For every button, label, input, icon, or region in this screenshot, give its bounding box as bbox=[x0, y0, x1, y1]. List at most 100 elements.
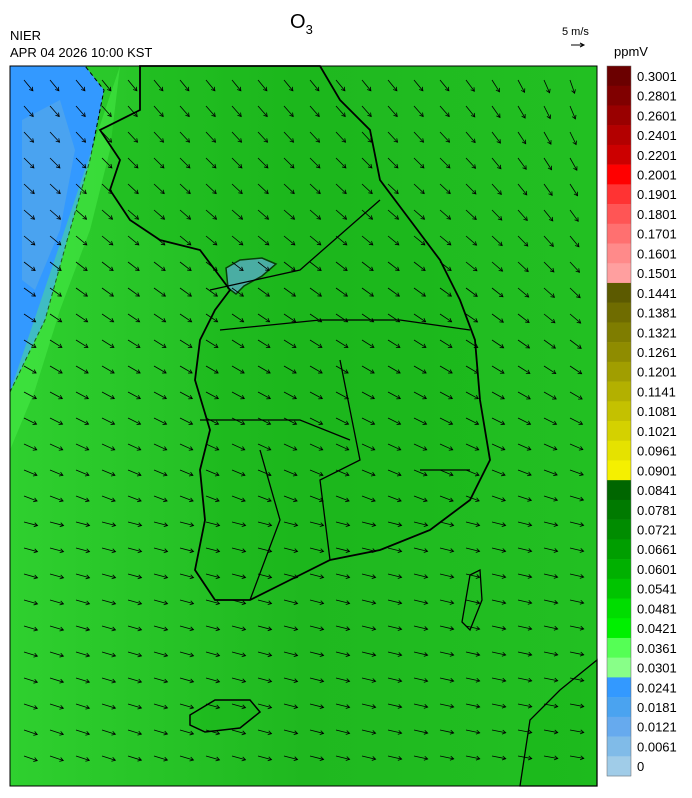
wind-arrow bbox=[257, 287, 270, 297]
wind-arrow-head bbox=[575, 242, 580, 248]
wind-arrow bbox=[23, 313, 36, 323]
wind-arrow-head bbox=[84, 446, 90, 451]
wind-arrow-head bbox=[186, 189, 191, 195]
wind-arrow bbox=[23, 261, 36, 271]
wind-arrow bbox=[465, 209, 477, 220]
wind-arrow-head bbox=[187, 266, 192, 272]
wind-arrow bbox=[361, 521, 376, 526]
wind-arrow-head bbox=[474, 471, 480, 477]
wind-arrow bbox=[309, 521, 324, 526]
wind-arrow bbox=[309, 157, 321, 169]
wind-arrow-head bbox=[550, 318, 556, 324]
wind-arrow-head bbox=[343, 266, 348, 272]
wind-arrow-head bbox=[162, 420, 168, 425]
wind-arrow-head bbox=[547, 165, 552, 171]
wind-arrow bbox=[49, 209, 61, 220]
wind-arrow-head bbox=[241, 626, 247, 632]
wind-arrow bbox=[75, 755, 90, 761]
wind-arrow bbox=[75, 625, 90, 631]
wind-arrow-head bbox=[266, 471, 272, 477]
wind-arrow-head bbox=[215, 652, 221, 658]
wind-arrow-head bbox=[501, 574, 507, 579]
wind-arrow-head bbox=[525, 344, 531, 349]
legend-swatch bbox=[607, 539, 631, 560]
legend-swatch bbox=[607, 519, 631, 540]
wind-arrow-head bbox=[83, 292, 89, 297]
wind-arrow bbox=[257, 677, 272, 682]
wind-arrow-head bbox=[240, 446, 246, 451]
wind-arrow-head bbox=[553, 522, 559, 527]
wind-arrow-head bbox=[396, 420, 402, 425]
western-blue-inner bbox=[22, 100, 75, 290]
wind-arrow bbox=[179, 79, 190, 92]
legend-swatch bbox=[607, 499, 631, 520]
wind-arrow bbox=[387, 625, 402, 630]
wind-arrow bbox=[335, 365, 349, 374]
wind-arrow bbox=[517, 469, 532, 476]
wind-arrow bbox=[491, 573, 506, 578]
wind-arrow bbox=[309, 79, 320, 92]
wind-arrow-head bbox=[293, 548, 299, 554]
wind-arrow bbox=[387, 79, 398, 92]
wind-arrow-head bbox=[524, 293, 530, 298]
wind-arrow bbox=[283, 339, 297, 348]
wind-arrow-head bbox=[397, 497, 402, 503]
legend: 0.3001 0.2801 0.2601 0.2401 0.2201 0.2001 0.19… bbox=[606, 65, 677, 777]
wind-arrow-head bbox=[473, 318, 479, 323]
wind-arrow-head bbox=[521, 114, 526, 119]
wind-arrow bbox=[413, 105, 424, 117]
wind-arrow-head bbox=[163, 548, 169, 554]
wind-arrow-head bbox=[396, 446, 402, 451]
wind-arrow-head bbox=[397, 574, 403, 579]
wind-arrow bbox=[491, 443, 505, 451]
wind-arrow-head bbox=[59, 705, 65, 710]
wind-arrow-head bbox=[395, 292, 401, 297]
wind-arrow-head bbox=[293, 704, 299, 710]
wind-arrow-head bbox=[527, 729, 533, 735]
wind-arrow-head bbox=[162, 446, 168, 451]
wind-arrow-head bbox=[134, 189, 139, 195]
wind-arrow bbox=[361, 235, 374, 246]
wind-arrow-head bbox=[111, 522, 117, 528]
wind-arrow-head bbox=[184, 86, 190, 92]
wind-arrow bbox=[127, 625, 142, 631]
wind-arrow-head bbox=[316, 189, 321, 195]
wind-arrow-head bbox=[263, 112, 268, 118]
wind-arrow-head bbox=[264, 240, 270, 246]
legend-swatch bbox=[607, 204, 631, 225]
wind-arrow bbox=[257, 157, 269, 169]
wind-arrow-head bbox=[212, 240, 218, 246]
wind-arrow bbox=[491, 625, 506, 630]
wind-arrow bbox=[491, 599, 506, 604]
legend-swatch bbox=[607, 342, 631, 363]
wind-arrow-head bbox=[185, 112, 190, 118]
wind-arrow bbox=[335, 287, 348, 297]
wind-arrow bbox=[257, 79, 268, 92]
legend-swatch bbox=[607, 598, 631, 619]
wind-arrow bbox=[413, 79, 424, 92]
wind-arrow-head bbox=[317, 343, 323, 348]
wind-arrow bbox=[205, 547, 220, 552]
wind-arrow bbox=[465, 261, 478, 272]
wind-arrow-head bbox=[449, 678, 455, 683]
wind-arrow-head bbox=[553, 651, 559, 657]
legend-swatch bbox=[607, 716, 631, 737]
wind-arrow-head bbox=[371, 626, 377, 631]
wind-arrow bbox=[335, 261, 348, 271]
wind-arrow-head bbox=[579, 755, 585, 761]
wind-arrow bbox=[257, 209, 269, 220]
wind-arrow-head bbox=[33, 757, 38, 762]
wind-arrow bbox=[491, 495, 506, 502]
wind-arrow bbox=[465, 599, 480, 604]
wind-arrow bbox=[569, 703, 584, 707]
wind-arrow bbox=[153, 755, 168, 761]
wind-arrow-head bbox=[81, 138, 87, 143]
wind-arrow bbox=[413, 131, 424, 143]
wind-arrow-head bbox=[527, 574, 533, 579]
wind-arrow-head bbox=[111, 574, 117, 580]
wind-arrow-head bbox=[319, 678, 325, 683]
wind-arrow-head bbox=[319, 652, 325, 657]
wind-arrow bbox=[361, 573, 376, 578]
wind-arrow-head bbox=[189, 652, 195, 658]
wind-arrow bbox=[49, 651, 64, 657]
